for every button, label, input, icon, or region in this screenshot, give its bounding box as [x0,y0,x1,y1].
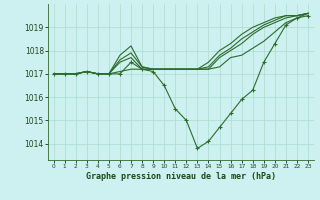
X-axis label: Graphe pression niveau de la mer (hPa): Graphe pression niveau de la mer (hPa) [86,172,276,181]
